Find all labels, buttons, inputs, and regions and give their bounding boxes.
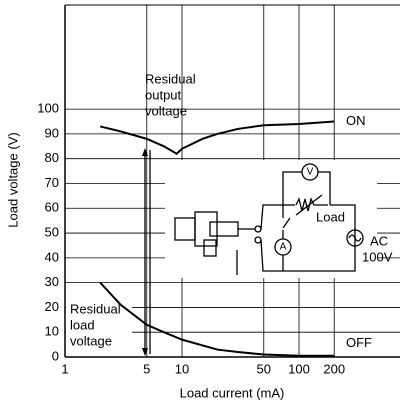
y-tick-label: 70 — [45, 175, 59, 190]
series-label: ON — [346, 113, 366, 128]
annotation: voltage — [70, 333, 112, 348]
y-tick-label: 20 — [45, 299, 59, 314]
x-tick-label: 50 — [257, 361, 271, 376]
y-tick-label: 100 — [37, 101, 59, 116]
x-tick-label: 1 — [61, 361, 68, 376]
y-tick-label: 50 — [45, 224, 59, 239]
y-tick-label: 10 — [45, 324, 59, 339]
circuit-diagram — [66, 148, 377, 356]
annotation: load — [70, 317, 95, 332]
x-tick-label: 5 — [143, 361, 150, 376]
annotation: A — [280, 242, 287, 253]
annotation: 100V — [362, 249, 393, 264]
annotation: AC — [370, 233, 388, 248]
line-series — [99, 120, 335, 155]
annotation: Residual — [70, 301, 121, 316]
x-tick-label: 200 — [323, 361, 345, 376]
y-tick-label: 40 — [45, 249, 59, 264]
annotation: V — [307, 167, 314, 178]
y-tick-label: 80 — [45, 150, 59, 165]
annotation: Load — [316, 209, 345, 224]
y-axis-label: Load voltage (V) — [5, 132, 20, 227]
x-tick-label: 10 — [175, 361, 189, 376]
annotation: voltage — [145, 103, 187, 118]
y-tick-label: 60 — [45, 200, 59, 215]
series-label-bg — [340, 334, 384, 353]
y-tick-label: 0 — [52, 348, 59, 363]
series-label-bg — [340, 112, 384, 131]
x-axis-label: Load current (mA) — [180, 385, 285, 400]
series-label: OFF — [346, 335, 372, 350]
x-tick-label: 100 — [288, 361, 310, 376]
line-series — [99, 281, 335, 357]
y-tick-label: 30 — [45, 274, 59, 289]
y-tick-label: 90 — [45, 125, 59, 140]
annotation: Residual — [145, 71, 196, 86]
annotation: output — [145, 87, 182, 102]
